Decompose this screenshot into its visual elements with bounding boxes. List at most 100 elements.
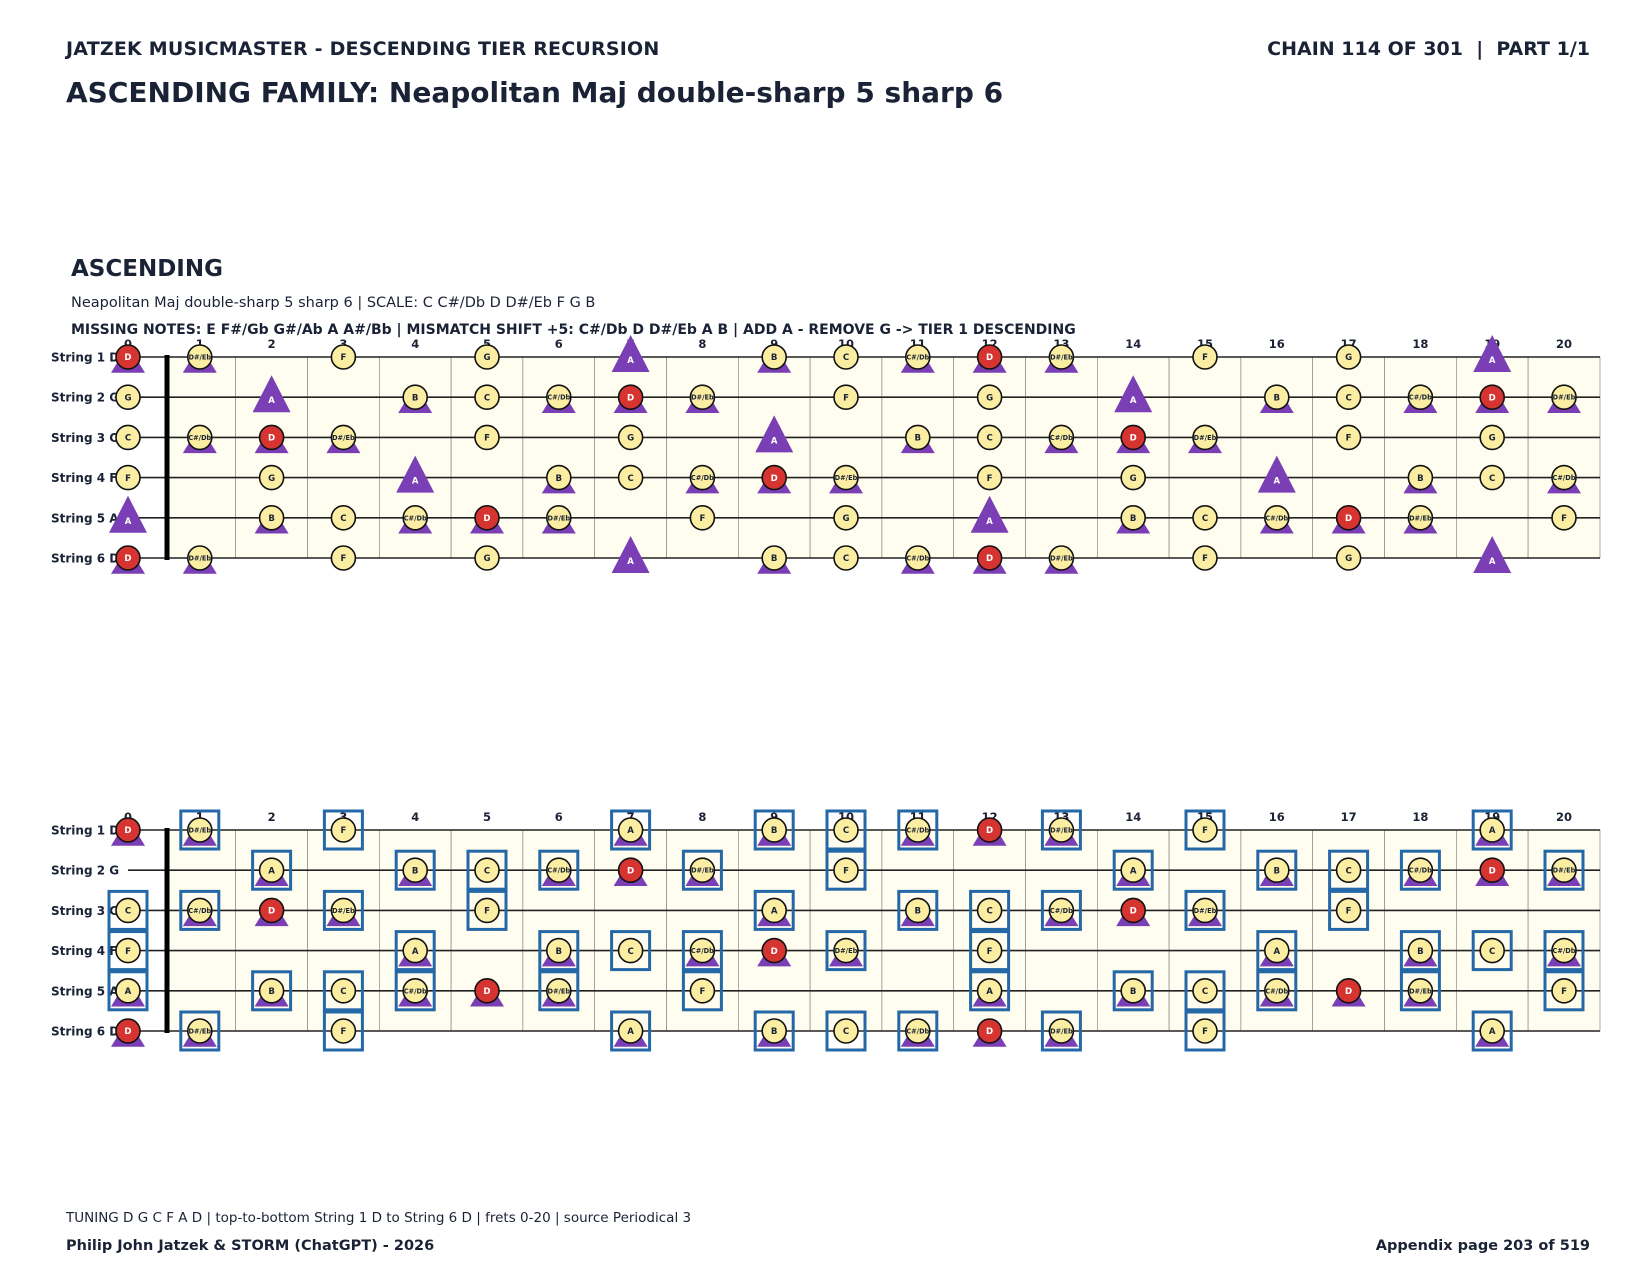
tier-box	[1256, 849, 1298, 891]
scale-note-marker	[689, 505, 716, 531]
fret-number: 5	[483, 810, 491, 824]
note-label: C	[843, 554, 849, 564]
fret-number: 0	[124, 810, 132, 824]
scale-note-marker	[258, 857, 285, 883]
tier-box	[179, 809, 221, 851]
scale-note-marker	[617, 937, 644, 964]
scale-note-marker	[1192, 424, 1218, 451]
fret-number: 5	[483, 337, 491, 351]
scale-note-marker	[1335, 545, 1362, 571]
tier-box	[825, 1010, 867, 1052]
note-label: B	[412, 866, 419, 876]
scale-note-marker	[1407, 464, 1434, 491]
tier-box	[1543, 930, 1585, 972]
fret-number: 1	[196, 810, 204, 824]
note-label: B	[556, 947, 563, 957]
scale-note-marker	[617, 424, 644, 451]
tier-box	[969, 970, 1011, 1012]
note-label: D	[986, 1027, 993, 1037]
root-note-marker	[115, 817, 141, 843]
note-label: A	[1489, 1027, 1496, 1037]
tier-box	[1399, 930, 1441, 972]
scale-note-marker	[330, 817, 357, 843]
scale-note-marker	[402, 978, 429, 1004]
root-note-marker	[976, 1018, 1003, 1044]
note-label: D	[627, 393, 634, 403]
note-label: B	[1130, 514, 1137, 524]
root-note-marker	[115, 344, 141, 370]
note-label: C	[1345, 866, 1351, 876]
note-label: B	[915, 907, 922, 917]
note-label: D	[124, 826, 131, 836]
note-label: C	[1202, 987, 1208, 997]
scale-note-marker	[545, 464, 572, 491]
tier-box	[753, 889, 795, 931]
note-label: C	[1345, 393, 1351, 403]
scale-note-marker	[1264, 505, 1290, 531]
scale-note-marker	[1192, 1018, 1218, 1044]
scale-note-marker	[1551, 978, 1577, 1004]
note-label: G	[1130, 474, 1137, 484]
note-label: G	[483, 353, 490, 363]
tier-box	[1256, 930, 1298, 972]
scale-note-marker	[1335, 857, 1362, 883]
scale-note-marker	[545, 384, 572, 410]
fret-cell	[881, 356, 955, 559]
scale-note-marker	[689, 464, 716, 491]
note-label: D	[124, 353, 131, 363]
fret-number: 9	[770, 337, 778, 351]
scale-note-marker	[1551, 857, 1577, 883]
note-label: F	[843, 393, 849, 403]
note-label: C	[125, 907, 131, 917]
fret-number: 18	[1412, 810, 1428, 824]
note-label: C	[484, 393, 490, 403]
note-label: C#/Db	[1409, 394, 1432, 402]
scale-note-marker	[1120, 978, 1146, 1004]
tier-box	[1399, 970, 1441, 1012]
scale-note-marker	[115, 384, 141, 410]
fret-number: 14	[1125, 337, 1141, 351]
note-label: D	[1489, 866, 1496, 876]
scale-note-marker	[402, 505, 429, 531]
tier-box	[1112, 970, 1154, 1012]
scale-note-marker	[833, 857, 859, 883]
note-label: C	[627, 474, 633, 484]
note-label: C	[843, 1027, 849, 1037]
note-label: C#/Db	[906, 555, 929, 563]
scale-note-marker	[833, 505, 859, 531]
tier-box	[466, 889, 508, 931]
scale-note-marker	[1120, 464, 1146, 491]
tier-box	[251, 849, 293, 891]
note-label: C#/Db	[1553, 947, 1576, 955]
note-label: D	[268, 434, 275, 444]
scale-note-marker	[545, 505, 572, 531]
shift-triangle	[755, 415, 794, 453]
note-label: A	[125, 987, 132, 997]
scale-note-marker	[976, 464, 1003, 491]
tier-box	[1184, 1010, 1226, 1052]
tier-box	[969, 889, 1011, 931]
note-label: G	[986, 393, 993, 403]
note-label: B	[412, 393, 419, 403]
note-label: F	[125, 947, 131, 957]
note-label: G	[124, 393, 131, 403]
shift-triangle	[1114, 375, 1153, 413]
scale-note-marker	[474, 857, 500, 883]
tier-box	[1543, 849, 1585, 891]
scale-note-marker	[330, 978, 357, 1004]
scale-note-marker	[1264, 384, 1290, 410]
scale-note-marker	[1192, 897, 1218, 924]
scale-note-marker	[330, 344, 357, 370]
page-number: Appendix page 203 of 519	[1375, 1238, 1590, 1254]
scale-note-marker	[904, 1018, 931, 1044]
note-label: D	[1130, 434, 1137, 444]
note-label: D#/Eb	[1409, 514, 1432, 522]
scale-note-marker	[976, 937, 1003, 964]
tier-box	[753, 1010, 795, 1052]
tier-box	[179, 889, 221, 931]
scale-note-marker	[1048, 817, 1075, 843]
note-label: C	[340, 987, 346, 997]
scale-note-marker	[187, 817, 213, 843]
note-label: C#/Db	[906, 827, 929, 835]
root-note-marker	[474, 505, 500, 531]
